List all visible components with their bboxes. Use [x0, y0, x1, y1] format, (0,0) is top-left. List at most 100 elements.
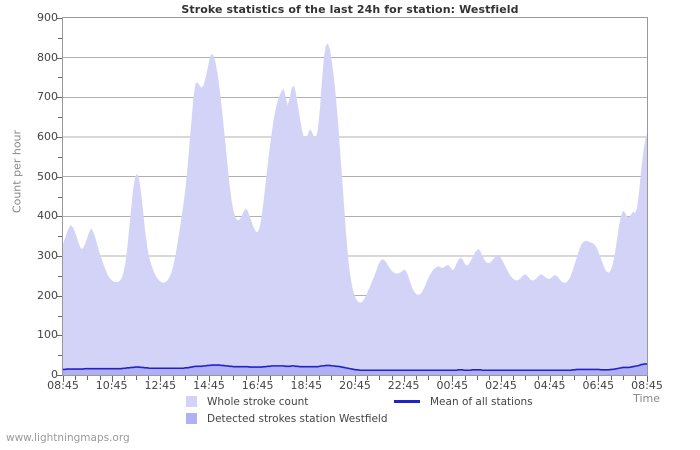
x-tick-minor [513, 376, 514, 380]
x-tick-minor [623, 376, 624, 380]
x-tick-minor [87, 376, 88, 380]
x-tick-minor [440, 376, 441, 380]
y-tick-label: 200 [37, 288, 58, 302]
y-tick-major [56, 18, 62, 19]
x-tick-minor [246, 376, 247, 380]
x-tick-minor [343, 376, 344, 380]
y-tick-label: 600 [37, 130, 58, 143]
y-tick-minor [58, 355, 62, 356]
x-tick-major [112, 376, 113, 382]
x-tick-minor [635, 376, 636, 380]
y-tick-major [56, 58, 62, 59]
legend-item-mean-of-all-stations: Mean of all stations [394, 394, 533, 409]
x-tick-minor [392, 376, 393, 380]
x-tick-label: 14:45 [193, 379, 225, 392]
y-tick-major [56, 296, 62, 297]
y-tick-minor [58, 77, 62, 78]
y-tick-label: 300 [37, 249, 58, 262]
y-tick-major [56, 335, 62, 336]
y-tick-major [56, 97, 62, 98]
x-tick-label: 18:45 [290, 379, 323, 392]
x-tick-label: 02:45 [485, 379, 517, 392]
footer-url: www.lightningmaps.org [6, 432, 130, 444]
legend-label-detected-strokes-station: Detected strokes station Westfield [207, 412, 388, 425]
x-tick-major [160, 376, 161, 382]
chart-canvas [63, 43, 647, 375]
x-tick-label: 06:45 [582, 379, 615, 392]
x-tick-label: 22:45 [387, 379, 420, 392]
x-tick-major [550, 376, 551, 382]
series-line-mean-of-all-stations [63, 363, 647, 372]
x-tick-minor [75, 376, 76, 380]
y-tick-minor [58, 117, 62, 118]
y-tick-minor [58, 236, 62, 237]
x-tick-major [647, 376, 648, 382]
y-tick-label: 100 [37, 328, 58, 342]
y-tick-major [56, 177, 62, 178]
y-tick-minor [58, 197, 62, 198]
x-tick-minor [611, 376, 612, 380]
x-tick-minor [465, 376, 466, 380]
x-tick-major [598, 376, 599, 382]
x-tick-minor [416, 376, 417, 380]
x-tick-major [209, 376, 210, 382]
x-tick-label: 08:45 [47, 379, 79, 392]
x-tick-minor [367, 376, 368, 380]
x-tick-minor [319, 376, 320, 380]
y-tick-label: 900 [37, 11, 58, 24]
legend-swatch-mean-of-all-stations [394, 400, 420, 403]
y-tick-label: 0 [51, 368, 58, 381]
x-tick-minor [477, 376, 478, 380]
x-tick-minor [562, 376, 563, 380]
x-tick-major [355, 376, 356, 382]
x-tick-minor [282, 376, 283, 380]
x-tick-label: 08:45 [631, 379, 663, 392]
x-tick-label: 10:45 [95, 379, 128, 392]
y-tick-major [56, 216, 62, 217]
y-tick-minor [58, 157, 62, 158]
series-area-detected-strokes-station [63, 363, 647, 375]
plot-area [62, 17, 648, 376]
x-tick-minor [124, 376, 125, 380]
legend-swatch-whole-stroke-count [186, 396, 197, 407]
y-tick-minor [58, 38, 62, 39]
x-tick-label: 00:45 [436, 379, 469, 392]
x-tick-minor [294, 376, 295, 380]
y-tick-label: 700 [37, 90, 58, 104]
legend-item-whole-stroke-count: Whole stroke count [186, 394, 308, 409]
x-tick-major [306, 376, 307, 382]
x-axis-title: Time [633, 392, 660, 405]
x-tick-minor [525, 376, 526, 380]
x-tick-minor [233, 376, 234, 380]
x-tick-minor [270, 376, 271, 380]
x-tick-minor [185, 376, 186, 380]
chart-legend: Whole stroke count Detected strokes stat… [186, 394, 646, 428]
y-axis-ticks: 0 100 200 300 400 500 600 700 800 900 [0, 0, 62, 450]
x-tick-minor [148, 376, 149, 380]
x-tick-label: 04:45 [533, 379, 566, 392]
x-tick-major [63, 376, 64, 382]
x-tick-minor [331, 376, 332, 380]
x-tick-major [452, 376, 453, 382]
y-tick-label: 500 [37, 169, 58, 183]
y-tick-minor [58, 316, 62, 317]
x-tick-minor [586, 376, 587, 380]
y-tick-label: 400 [37, 209, 58, 223]
x-tick-minor [538, 376, 539, 380]
page-title: Stroke statistics of the last 24h for st… [181, 3, 519, 16]
series-area-whole-stroke-count [63, 43, 647, 375]
x-tick-minor [379, 376, 380, 380]
y-tick-major [56, 137, 62, 138]
x-tick-label: 12:45 [144, 379, 177, 392]
x-tick-major [404, 376, 405, 382]
x-tick-minor [574, 376, 575, 380]
x-tick-minor [428, 376, 429, 380]
x-tick-minor [221, 376, 222, 380]
x-tick-minor [136, 376, 137, 380]
y-tick-major [56, 375, 62, 376]
legend-item-detected-strokes-station: Detected strokes station Westfield [186, 411, 388, 426]
x-tick-minor [489, 376, 490, 380]
x-tick-label: 16:45 [241, 379, 274, 392]
